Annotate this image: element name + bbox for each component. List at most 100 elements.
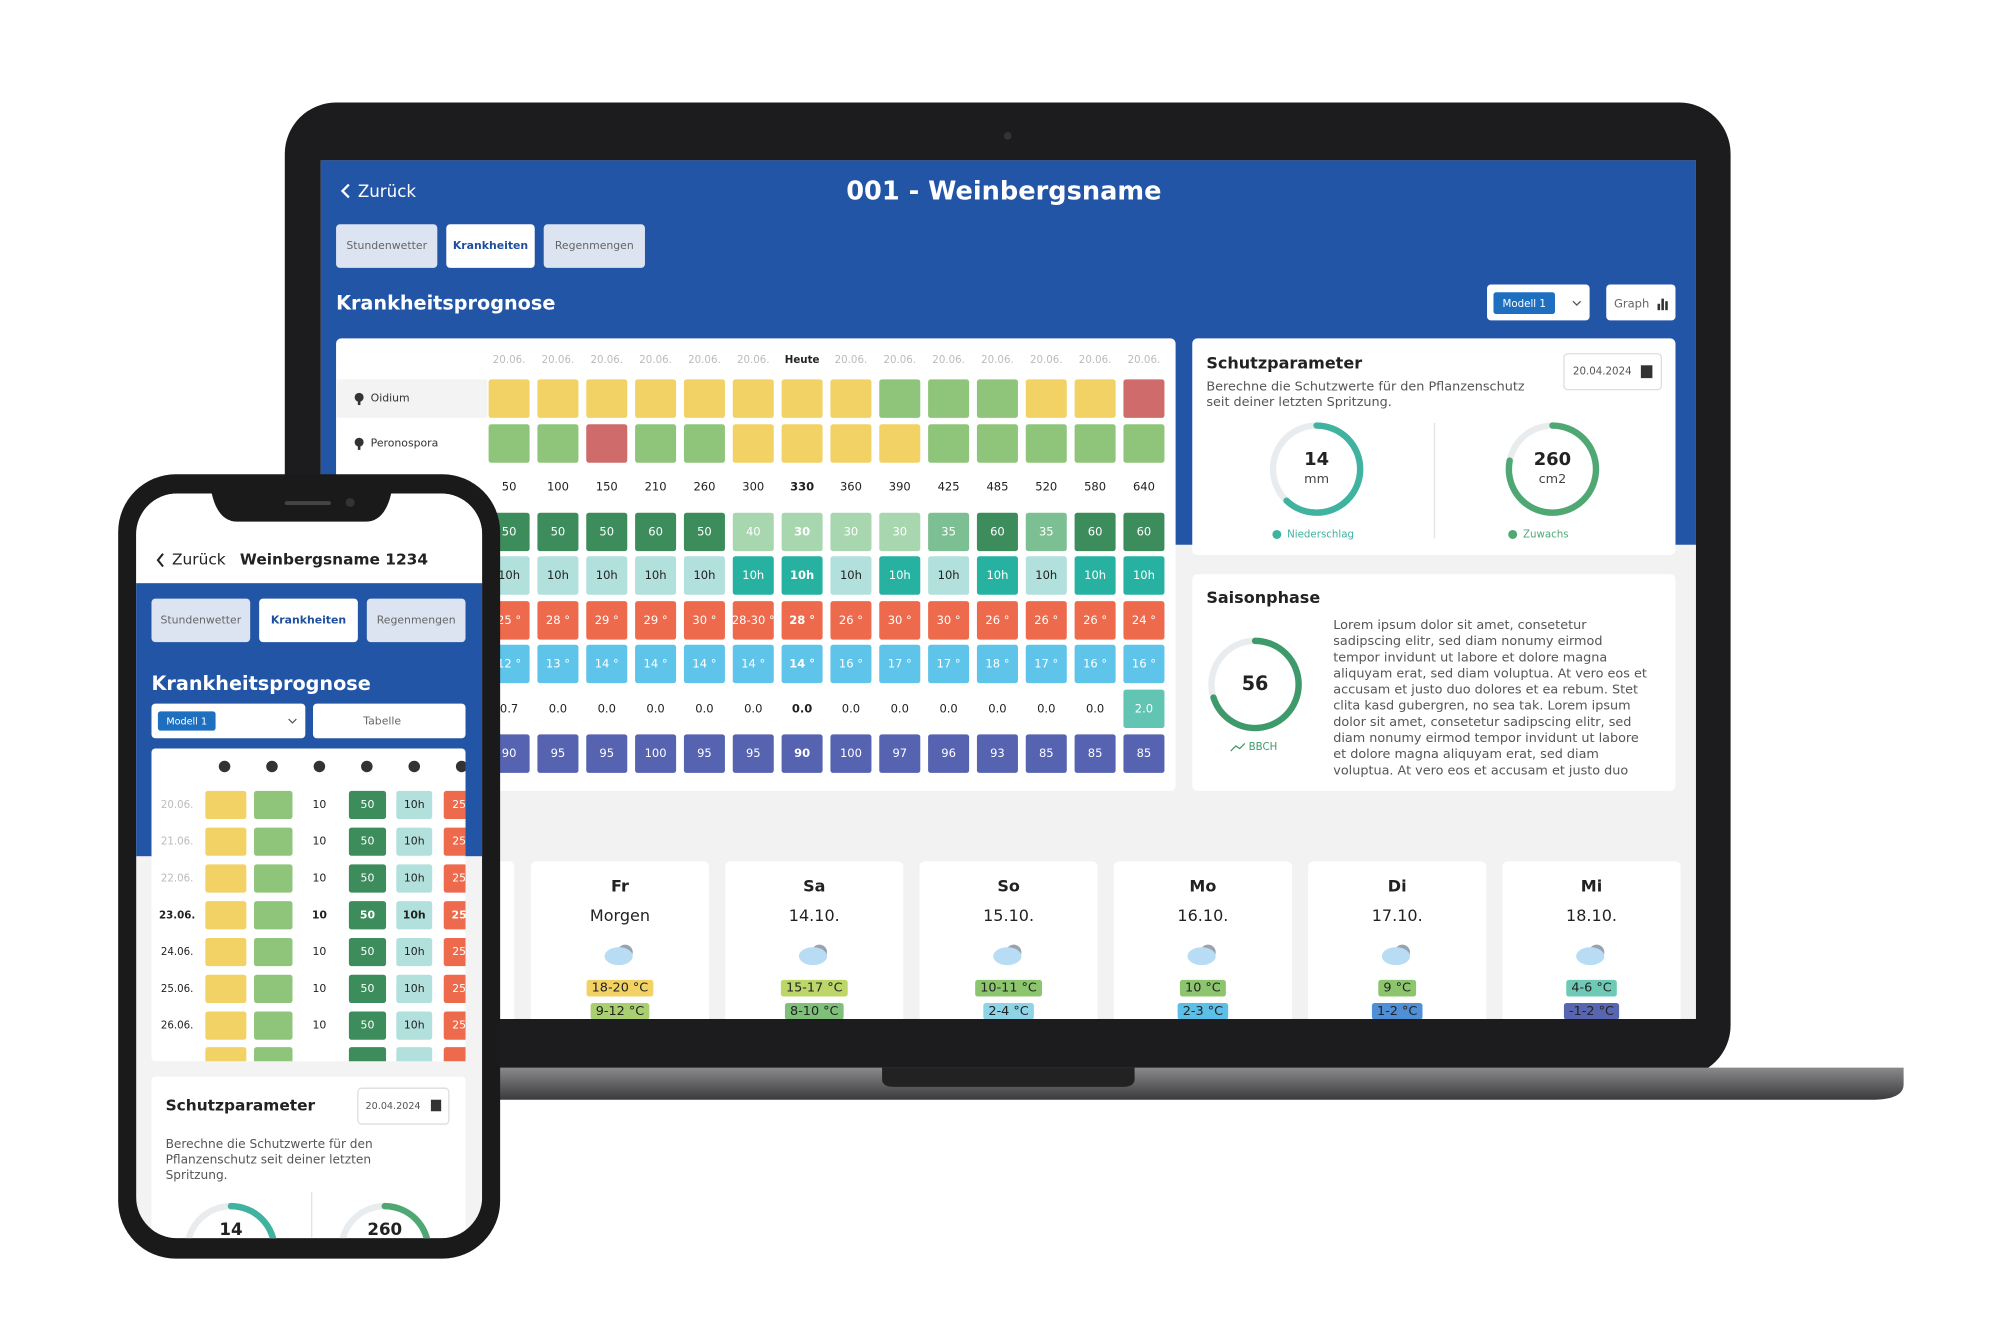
date-header: 20.06. (542, 354, 575, 366)
table-cell (396, 827, 433, 856)
temp-label: 2-3 °C (1183, 1004, 1223, 1019)
cell-value: 26 ° (985, 613, 1009, 627)
cell-value: 100 (547, 480, 569, 494)
forecast-cell (1074, 644, 1116, 684)
cell-value: 30 (794, 524, 810, 538)
temp-pill (1563, 1002, 1620, 1019)
forecast-cell (586, 644, 628, 684)
disease-icon (354, 392, 364, 402)
tab[interactable] (446, 224, 535, 268)
cell-value: 10h (404, 871, 425, 884)
disease-icon (357, 443, 361, 450)
cell-value: 485 (986, 480, 1008, 494)
cell-value: 28-30 ° (732, 613, 775, 627)
tab-label[interactable]: Regenmengen (377, 613, 456, 626)
season-card (1192, 574, 1676, 791)
forecast-cell (928, 556, 970, 595)
table-cell (443, 1047, 466, 1062)
cell-value: 10h (938, 568, 960, 582)
table-cell (301, 827, 338, 856)
date-header: 20.06. (981, 354, 1014, 366)
forecast-cell (635, 424, 677, 463)
tab-label[interactable]: Stundenwetter (346, 239, 427, 252)
cell-value: 50 (361, 1019, 375, 1032)
temp-label: 4-6 °C (1571, 981, 1611, 996)
graph-button[interactable] (1606, 284, 1676, 321)
cell-value: 360 (840, 480, 862, 494)
model-label[interactable]: Modell 1 (1503, 298, 1546, 310)
cell-value: 26 ° (1083, 613, 1107, 627)
graph-label[interactable]: Graph (1614, 296, 1649, 310)
forecast-cell (683, 734, 725, 773)
date-picker[interactable] (1563, 353, 1663, 391)
date-label[interactable]: 20.04.2024 (366, 1101, 421, 1112)
tab[interactable] (366, 598, 466, 643)
forecast-cell (635, 556, 677, 595)
forecast-cell (879, 424, 921, 463)
forecast-cell (1074, 556, 1116, 595)
forecast-cell (683, 467, 725, 507)
forecast-cell (635, 601, 677, 640)
forecast-cell (879, 512, 921, 552)
view-label[interactable]: Tabelle (362, 715, 401, 728)
laptop-notch (882, 1067, 1135, 1087)
cell-value: 50 (502, 524, 517, 538)
tab[interactable] (336, 224, 438, 268)
forecast-cell (879, 601, 921, 640)
forecast-cell (928, 467, 970, 507)
cell-value: 85 (1137, 746, 1152, 760)
forecast-cell (1074, 424, 1116, 463)
tab[interactable] (259, 598, 358, 643)
phone-table: 20.06. 10 50 10h 25 21.06. 10 50 10h 25 22.06. 10 50… (159, 760, 466, 1062)
forecast-card (1502, 861, 1681, 1019)
tab-label[interactable]: Stundenwetter (160, 613, 241, 626)
table-cell (348, 864, 387, 893)
forecast-cell (830, 689, 872, 729)
forecast-cell (732, 689, 774, 729)
row-date: 24.06. (161, 946, 194, 958)
cell-value: 390 (889, 480, 911, 494)
back-link[interactable]: Zurück (172, 551, 226, 569)
back-link[interactable]: Zurück (358, 182, 417, 201)
laptop-screen: Zurück 001 - Weinbergsname Stundenwetter Kr… (320, 160, 1696, 1019)
tab[interactable] (543, 224, 645, 268)
model-label[interactable]: Modell 1 (166, 717, 207, 728)
cell-value: 10h (1084, 568, 1106, 582)
cell-value: 425 (938, 480, 960, 494)
tab[interactable] (151, 598, 251, 643)
date-label[interactable]: 20.04.2024 (1573, 366, 1632, 378)
cloud-icon (604, 947, 633, 966)
card-title: Schutzparameter (166, 1097, 316, 1115)
forecast-cell (1074, 467, 1116, 507)
tab-label[interactable]: Krankheiten (271, 613, 346, 626)
cell-value: 10h (1035, 568, 1057, 582)
table-cell (301, 974, 338, 1003)
forecast-cell (928, 644, 970, 684)
table-cell (205, 974, 247, 1003)
season-text-line: aliquyam erat, sed diam voluptua. At ver… (1333, 666, 1647, 681)
cell-value: 97 (892, 746, 907, 760)
table-cell (443, 790, 466, 820)
cell-value: 30 (892, 524, 907, 538)
table-cell (301, 1047, 338, 1062)
forecast-cell (1025, 601, 1067, 640)
table-cell (301, 790, 338, 820)
camera (1003, 132, 1012, 140)
forecast-cell (928, 601, 970, 640)
cell-value: 10 (312, 798, 326, 811)
tab-label[interactable]: Regenmengen (555, 239, 634, 252)
view-select[interactable] (312, 703, 466, 739)
forecast-cell (1074, 379, 1116, 418)
season-text-line: sadipscing elitr, sed diam nonumy eirmod (1333, 634, 1602, 649)
cell-value: 25 (452, 835, 466, 848)
tab-label[interactable]: Krankheiten (453, 239, 528, 252)
season-text-line: tempor invidunt ut labore et dolore magn… (1333, 650, 1607, 665)
temp-pill (1566, 979, 1617, 997)
cell-value: 50 (361, 982, 375, 995)
temp-label: 10 °C (1185, 981, 1221, 996)
forecast-cell (1025, 556, 1067, 595)
forecast-cell (976, 734, 1018, 773)
date-picker[interactable] (357, 1087, 450, 1125)
row-date: 26.06. (161, 1020, 194, 1032)
